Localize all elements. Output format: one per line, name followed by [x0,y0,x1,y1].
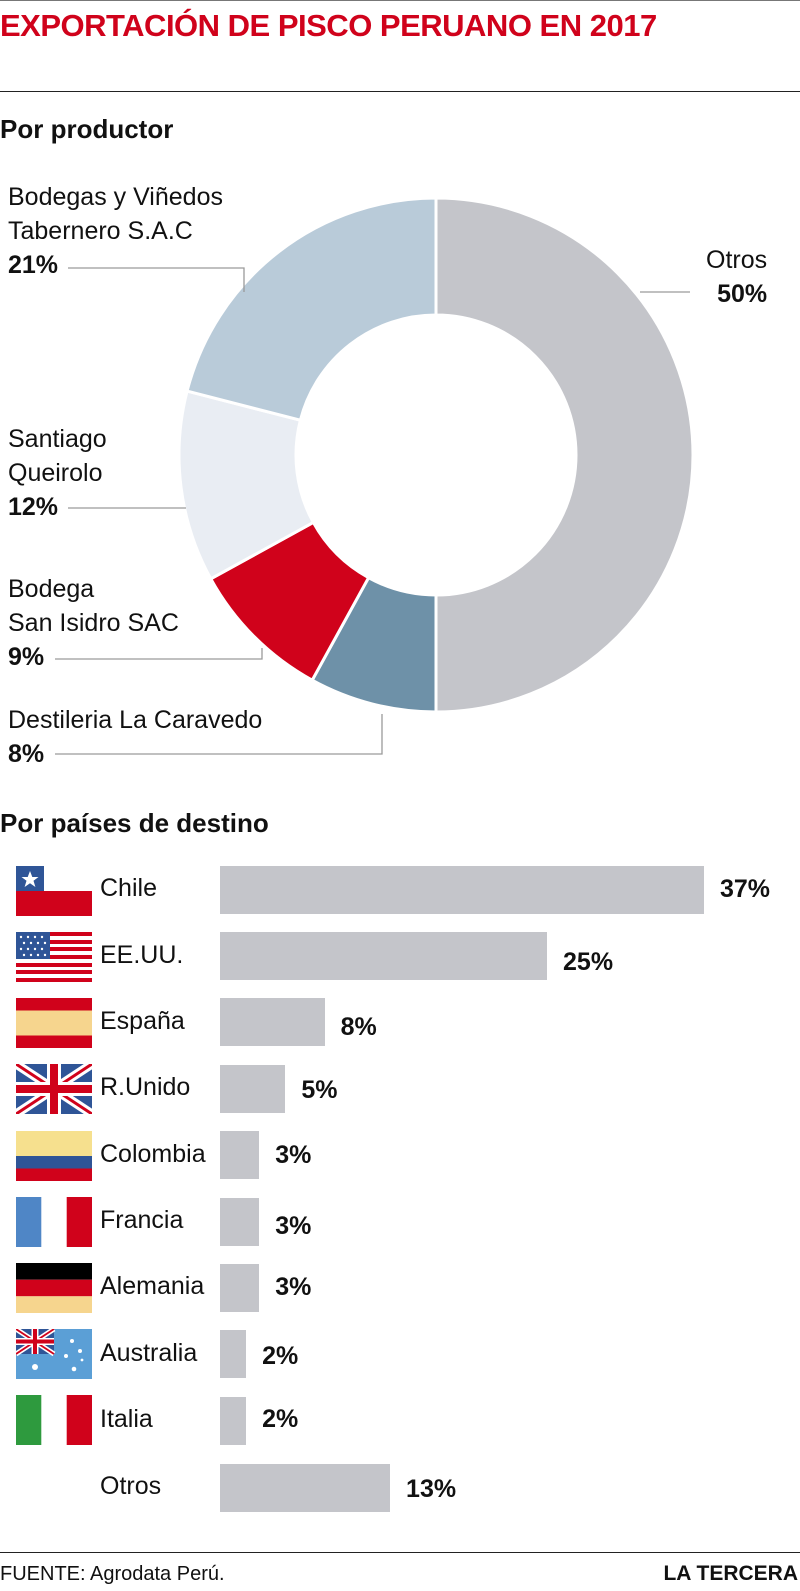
bar-value-label: 8% [340,1013,377,1041]
slice-otros [434,196,695,714]
label-otros-name: Otros [706,246,768,274]
country-label: Colombia [100,1140,206,1168]
label-sanisidro: Bodega San Isidro SAC 9% [8,572,179,674]
producer-donut-chart [55,196,695,755]
label-tabernero-line2: Tabernero S.A.C [8,217,193,245]
destination-section-title: Por países de destino [0,808,269,838]
bar-colombia [220,1131,260,1179]
label-queirolo-line2: Queirolo [8,459,103,487]
italy-flag-icon [16,1395,92,1445]
footer-divider [0,1552,800,1553]
label-queirolo-pct: 12% [8,493,59,521]
bar-otros [220,1464,391,1512]
label-tabernero: Bodegas y Viñedos Tabernero S.A.C 21% [8,180,223,282]
slice-tabernero [185,196,438,423]
france-flag-icon [16,1197,92,1247]
australia-flag-icon [16,1329,92,1379]
bar-chile [220,866,704,914]
bar-value-label: 25% [563,948,614,976]
bar-usa [220,932,548,980]
bar-uk [220,1065,286,1113]
label-otros-pct: 50% [717,280,768,308]
usa-flag-icon [16,932,92,982]
chile-flag-icon [16,866,92,916]
label-caravedo-pct: 8% [8,740,45,768]
bar-australia [220,1330,247,1378]
label-tabernero-pct: 21% [8,251,59,279]
colombia-flag-icon [16,1131,92,1181]
country-label: Alemania [100,1272,205,1300]
bar-value-label: 2% [262,1405,299,1433]
country-label: Francia [100,1206,184,1234]
bar-value-label: 13% [406,1475,457,1503]
brand-logo: LA TERCERA [663,1562,798,1585]
producer-section-title: Por productor [0,114,174,144]
country-label: Otros [100,1472,162,1500]
bar-value-label: 5% [301,1076,338,1104]
spain-flag-icon [16,998,92,1048]
bar-value-label: 37% [720,875,771,903]
bar-value-label: 3% [275,1212,312,1240]
bar-value-label: 2% [262,1342,299,1370]
label-caravedo: Destileria La Caravedo 8% [8,703,262,771]
label-queirolo: Santiago Queirolo 12% [8,422,107,524]
country-label: Chile [100,874,157,902]
country-label: Australia [100,1339,198,1367]
bar-italy [220,1397,247,1445]
bar-germany [220,1264,260,1312]
label-sanisidro-line2: San Isidro SAC [8,609,179,637]
title-divider [0,91,800,92]
country-label: Italia [100,1405,153,1433]
source-note: FUENTE: Agrodata Perú. [0,1563,225,1585]
page-title: EXPORTACIÓN DE PISCO PERUANO EN 2017 [0,8,657,43]
leader-line-tabernero [68,267,245,292]
label-tabernero-line1: Bodegas y Viñedos [8,183,223,211]
bar-spain [220,998,325,1046]
label-otros: Otros 50% [706,243,767,311]
top-border [0,0,800,1]
uk-flag-icon [16,1064,92,1114]
label-sanisidro-pct: 9% [8,643,45,671]
country-label: España [100,1007,185,1035]
bar-value-label: 3% [275,1141,312,1169]
bar-value-label: 3% [275,1273,312,1301]
label-caravedo-name: Destileria La Caravedo [8,706,263,734]
germany-flag-icon [16,1263,92,1313]
leader-line-sanisidro [55,648,263,660]
country-label: R.Unido [100,1073,191,1101]
bar-france [220,1198,260,1246]
label-queirolo-line1: Santiago [8,425,107,453]
country-label: EE.UU. [100,941,184,969]
leader-line-caravedo [55,714,383,755]
label-sanisidro-line1: Bodega [8,575,95,603]
